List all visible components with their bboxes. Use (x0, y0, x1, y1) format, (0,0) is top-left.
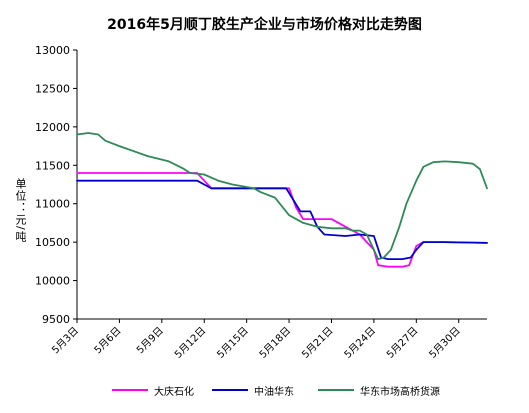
y-tick-label: 12000 (35, 121, 70, 134)
series-line-0 (76, 172, 488, 268)
legend: 大庆石化 中油华东 华东市场高桥货源 (0, 382, 529, 398)
legend-label-huadong: 华东市场高桥货源 (360, 387, 440, 398)
legend-swatch-daqing (112, 389, 148, 391)
x-tick-label: 5月6日 (92, 325, 124, 357)
chart-title: 2016年5月顺丁胶生产企业与市场价格对比走势图 (107, 17, 422, 33)
y-tick-label: 13000 (35, 44, 70, 57)
x-tick-label: 5月27日 (384, 325, 420, 361)
legend-swatch-zhongyou (212, 389, 248, 391)
y-tick-label: 12500 (35, 82, 70, 95)
series-line-1 (76, 179, 488, 261)
series-line-2 (76, 132, 488, 261)
x-tick-label: 5月12日 (172, 325, 208, 361)
legend-label-daqing: 大庆石化 (154, 387, 194, 398)
y-tick-label: 11000 (35, 198, 70, 211)
y-tick-label: 10000 (35, 275, 70, 288)
plot-area: 9500 10000 10500 11000 11500 12000 12500 13000 5… (35, 44, 488, 361)
y-tick-label: 11500 (35, 159, 70, 172)
x-tick-label: 5月3日 (49, 325, 81, 357)
x-tick-label: 5月21日 (299, 325, 335, 361)
x-tick-label: 5月24日 (342, 325, 378, 361)
x-tick-label: 5月30日 (427, 325, 463, 361)
x-tick-label: 5月9日 (134, 325, 166, 357)
x-tick-label: 5月18日 (257, 325, 293, 361)
y-tick-label: 9500 (42, 313, 70, 326)
y-tick-label: 10500 (35, 236, 70, 249)
legend-label-zhongyou: 中油华东 (254, 387, 294, 398)
y-axis-label: 单位：元/吨 (14, 177, 27, 243)
legend-swatch-huadong (318, 389, 354, 391)
x-tick-label: 5月15日 (215, 325, 251, 361)
